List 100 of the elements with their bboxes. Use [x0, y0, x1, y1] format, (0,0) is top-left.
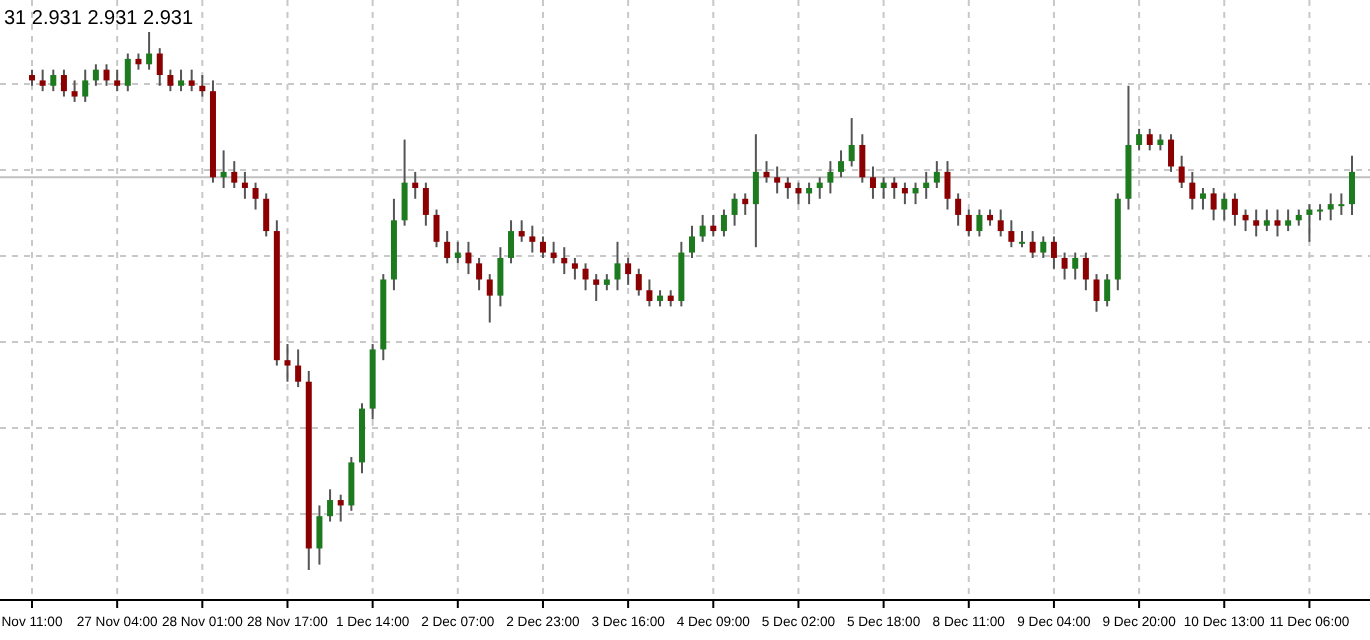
candlestick	[1178, 154, 1185, 190]
candlestick	[156, 47, 163, 87]
candlestick	[1253, 208, 1260, 238]
candlestick	[720, 208, 727, 238]
candlestick	[891, 176, 898, 200]
candlestick	[60, 68, 67, 98]
candlestick	[1008, 219, 1015, 249]
candlestick	[50, 68, 57, 93]
candlestick	[1093, 273, 1100, 313]
candlestick	[614, 240, 621, 292]
candlestick	[1189, 170, 1196, 211]
candlestick	[774, 165, 781, 195]
candlestick	[1274, 208, 1281, 238]
candlestick	[763, 160, 770, 184]
text: 31 2.931 2.931 2.931	[4, 8, 194, 30]
candlestick	[1146, 127, 1153, 152]
candlestick	[433, 208, 440, 249]
candlestick	[497, 246, 504, 308]
candlestick	[486, 273, 493, 324]
candlestick	[327, 488, 334, 523]
candlestick	[976, 208, 983, 238]
candlestick	[742, 192, 749, 216]
candlestick	[188, 68, 195, 93]
candlestick	[167, 68, 174, 93]
candlestick	[561, 246, 568, 276]
candlestick	[1050, 235, 1057, 270]
candlestick	[635, 267, 642, 297]
candlestick	[295, 348, 302, 389]
candlestick	[1061, 251, 1068, 281]
candlestick	[422, 181, 429, 227]
candlestick	[1306, 203, 1313, 243]
candlestick	[412, 170, 419, 200]
candlestick	[348, 456, 355, 512]
candlestick	[731, 192, 738, 227]
candlestick	[92, 63, 99, 87]
candlestick	[263, 192, 270, 238]
candlestick	[476, 256, 483, 292]
candlestick	[1231, 192, 1238, 227]
candlestick	[199, 74, 206, 98]
candlestick	[806, 181, 813, 206]
candlestick	[231, 160, 238, 190]
candlestick	[124, 52, 131, 93]
candlestick	[1199, 187, 1206, 211]
candlestick	[752, 133, 759, 249]
candlestick	[795, 181, 802, 206]
candlestick	[1210, 187, 1217, 222]
candlestick	[337, 493, 344, 523]
candlestick	[1221, 192, 1228, 222]
candlestick	[912, 181, 919, 206]
candlestick	[284, 343, 291, 383]
candlestick	[838, 149, 845, 179]
candlestick	[944, 160, 951, 211]
candlestick	[1136, 127, 1143, 152]
candlestick	[465, 240, 472, 276]
candlestick	[401, 138, 408, 227]
candlestick	[859, 133, 866, 184]
candlestick	[82, 68, 89, 103]
candlestick	[880, 176, 887, 200]
candlestick	[816, 176, 823, 200]
candlestick	[1242, 208, 1249, 233]
candlestick	[178, 68, 185, 93]
candlestick	[965, 208, 972, 238]
candlestick	[539, 235, 546, 259]
candlestick	[508, 219, 515, 265]
candlestick	[454, 240, 461, 265]
candlestick	[1327, 192, 1334, 222]
candlestick	[571, 256, 578, 281]
candlestick	[1349, 154, 1355, 216]
candlestick	[316, 504, 323, 566]
candlestick	[241, 170, 248, 200]
candlestick	[955, 192, 962, 227]
candlestick	[827, 160, 834, 195]
candlestick	[1040, 235, 1047, 259]
candlestick	[1104, 273, 1111, 308]
candlestick	[593, 273, 600, 302]
candlestick	[146, 31, 153, 71]
candlestick	[1338, 192, 1345, 216]
candlestick	[923, 170, 930, 200]
candlestick	[997, 208, 1004, 238]
candlestick	[1168, 133, 1175, 173]
candlestick	[625, 256, 632, 286]
candlestick	[550, 240, 557, 265]
candlestick	[1029, 230, 1036, 259]
candlestick	[444, 230, 451, 265]
candlestick	[646, 278, 653, 308]
candlestick	[220, 149, 227, 190]
candlestick	[1072, 251, 1079, 281]
candlestick	[103, 63, 110, 87]
candlestick	[710, 213, 717, 238]
candlestick	[39, 68, 46, 93]
candlestick	[699, 213, 706, 243]
candlestick	[901, 181, 908, 206]
candlestick	[1082, 251, 1089, 292]
candlestick	[1263, 208, 1270, 233]
candlestick	[689, 224, 695, 259]
candlestick	[933, 160, 940, 190]
candlestick	[114, 68, 121, 93]
candlestick	[784, 176, 791, 200]
candlestick	[518, 219, 525, 243]
candlestick	[252, 181, 259, 211]
